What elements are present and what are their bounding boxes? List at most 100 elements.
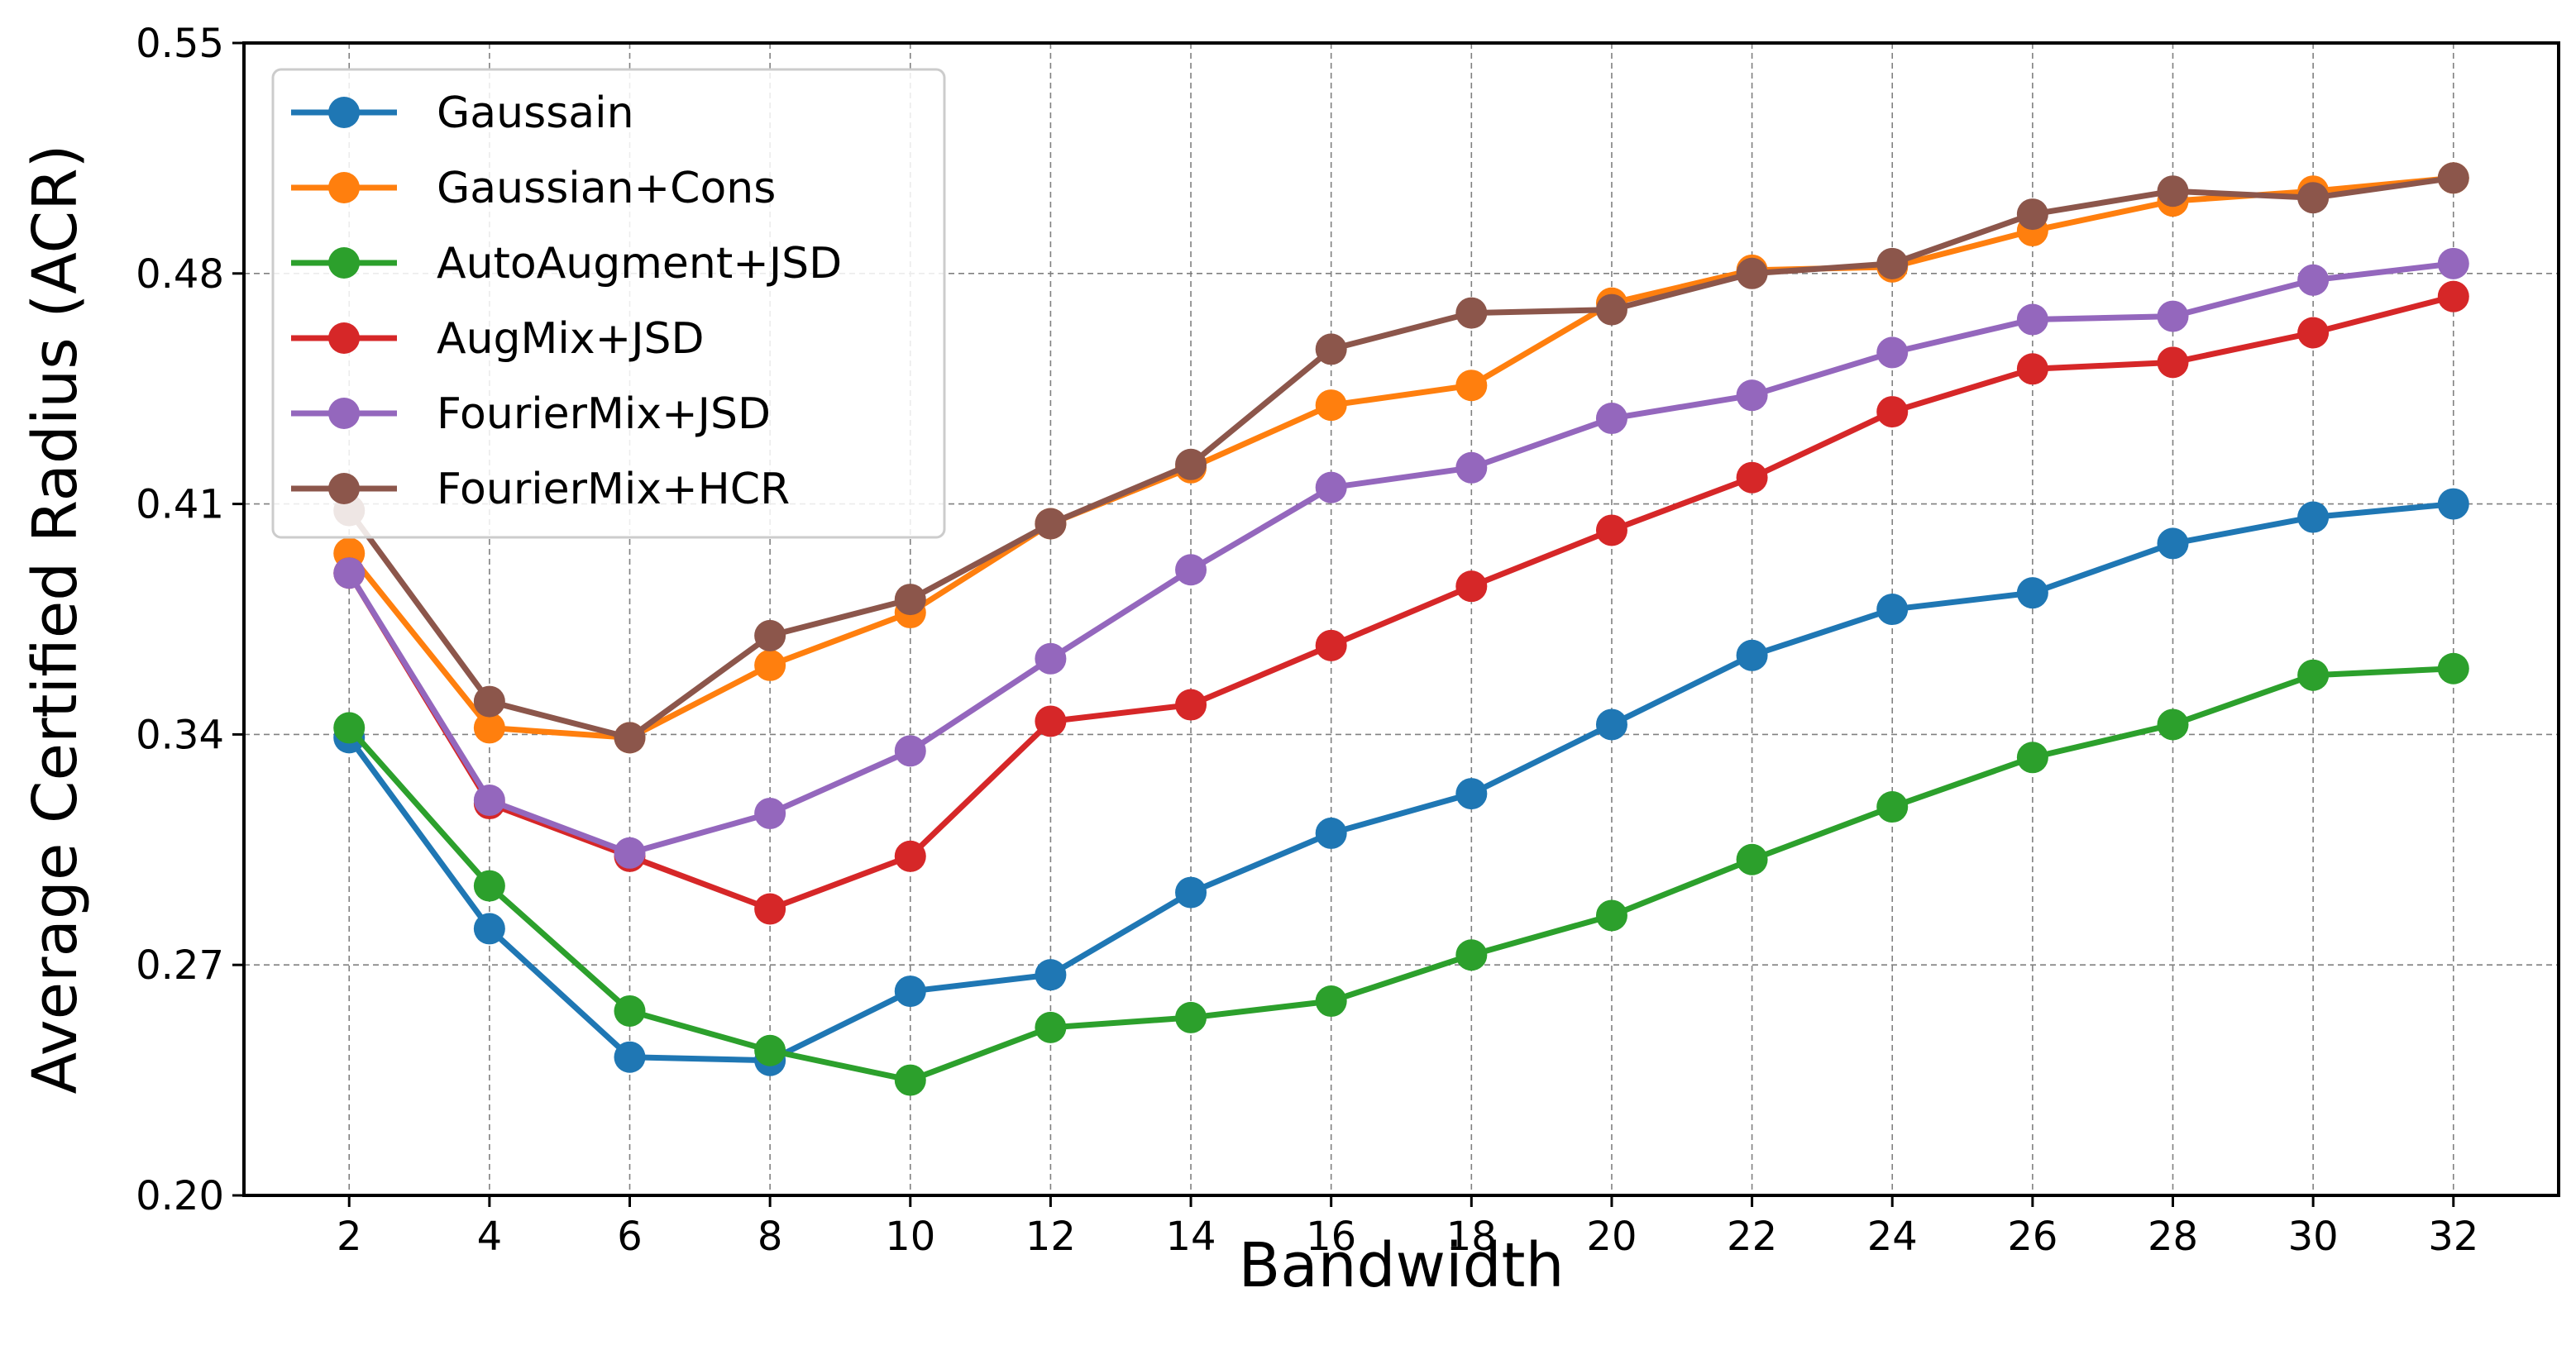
legend-marker	[328, 398, 360, 429]
legend-item: FourierMix+HCR	[291, 465, 790, 514]
data-point	[2297, 264, 2330, 296]
x-tick-label: 16	[1306, 1214, 1356, 1260]
data-point	[2437, 652, 2469, 684]
series-fouriermix-hcr	[333, 162, 2469, 754]
data-point	[1455, 370, 1488, 402]
legend-marker	[328, 473, 360, 504]
x-tick-label: 4	[477, 1214, 503, 1260]
data-point	[2297, 317, 2330, 349]
data-point	[894, 1064, 926, 1096]
legend-marker	[328, 247, 360, 279]
series-line	[346, 174, 2454, 741]
data-point	[614, 995, 646, 1027]
data-point	[1035, 642, 1067, 675]
data-point	[1595, 403, 1627, 435]
data-point	[1175, 554, 1207, 586]
plot-frame	[242, 41, 2560, 1197]
axes: 2 4 6 8 10 12 14 16 18 20 22 24 26 28 30 320.200.270.34…	[136, 21, 2478, 1260]
data-point	[1035, 959, 1067, 991]
legend: Gaussain Gaussian+Cons AutoAugment+JSD AugM…	[271, 68, 946, 539]
legend-label: AugMix+JSD	[437, 314, 705, 364]
x-tick-label: 20	[1586, 1214, 1637, 1260]
data-point	[1595, 899, 1627, 932]
data-point	[754, 619, 786, 651]
x-tick-label: 28	[2148, 1214, 2198, 1260]
data-point	[1315, 389, 1347, 422]
data-point	[1736, 843, 1768, 875]
x-tick-label: 30	[2288, 1214, 2339, 1260]
data-point	[754, 893, 786, 925]
x-tick-label: 22	[1727, 1214, 1777, 1260]
data-point	[2437, 162, 2469, 194]
legend-item: AugMix+JSD	[291, 314, 705, 364]
legend-label: AutoAugment+JSD	[437, 239, 842, 289]
data-point	[1315, 985, 1347, 1018]
series-line	[346, 665, 2454, 1084]
series-fouriermix-jsd	[333, 247, 2469, 869]
data-point	[1736, 379, 1768, 412]
data-point	[1876, 594, 1909, 626]
legend-label: FourierMix+HCR	[437, 465, 790, 514]
series-line	[346, 174, 2454, 741]
series-line	[346, 293, 2454, 912]
data-point	[1595, 708, 1627, 741]
legend-marker	[328, 97, 360, 128]
data-point	[614, 837, 646, 869]
data-point	[2157, 300, 2189, 332]
data-point	[754, 1034, 786, 1066]
legend-marker	[328, 172, 360, 203]
data-point	[2157, 175, 2189, 207]
data-point	[1455, 297, 1488, 329]
series-layer	[333, 162, 2469, 1096]
data-point	[1455, 451, 1488, 484]
x-tick-label: 2	[337, 1214, 362, 1260]
data-point	[1035, 1011, 1067, 1043]
data-point	[2297, 182, 2330, 214]
x-axis-title: Bandwidth	[1239, 1230, 1565, 1301]
data-point	[1035, 705, 1067, 737]
y-tick-label: 0.48	[136, 251, 224, 298]
legend-label: FourierMix+JSD	[437, 389, 771, 439]
data-point	[1736, 639, 1768, 671]
y-axis-title: Average Certified Radius (ACR)	[20, 144, 91, 1094]
data-point	[1175, 876, 1207, 909]
legend-label: Gaussian+Cons	[437, 164, 776, 213]
data-point	[894, 735, 926, 767]
legend-marker	[328, 322, 360, 354]
series-line	[346, 501, 2454, 1064]
data-point	[2297, 501, 2330, 533]
x-tick-label: 24	[1867, 1214, 1918, 1260]
data-point	[1876, 336, 1909, 369]
legend-box	[271, 68, 946, 539]
data-point	[1736, 461, 1768, 494]
data-point	[473, 913, 505, 945]
data-point	[2297, 659, 2330, 691]
y-tick-label: 0.27	[136, 942, 224, 989]
data-point	[333, 557, 366, 589]
data-point	[1595, 293, 1627, 326]
x-tick-label: 10	[885, 1214, 935, 1260]
x-tick-label: 18	[1446, 1214, 1497, 1260]
data-point	[894, 584, 926, 616]
data-point	[614, 722, 646, 754]
series-autoaugment-jsd	[333, 652, 2469, 1096]
data-point	[1035, 508, 1067, 540]
legend-item: Gaussian+Cons	[291, 164, 776, 213]
data-point	[1876, 247, 1909, 279]
data-point	[473, 712, 505, 744]
y-tick-label: 0.20	[136, 1173, 224, 1219]
data-point	[2157, 708, 2189, 741]
data-point	[894, 975, 926, 1008]
data-point	[2437, 488, 2469, 520]
x-tick-label: 32	[2428, 1214, 2478, 1260]
data-point	[1175, 1001, 1207, 1033]
data-point	[2016, 353, 2048, 385]
data-point	[1315, 471, 1347, 503]
data-point	[1455, 939, 1488, 971]
data-point	[1455, 570, 1488, 603]
data-point	[1876, 396, 1909, 428]
data-point	[614, 1041, 646, 1073]
x-tick-label: 26	[2007, 1214, 2057, 1260]
x-tick-label: 12	[1025, 1214, 1076, 1260]
